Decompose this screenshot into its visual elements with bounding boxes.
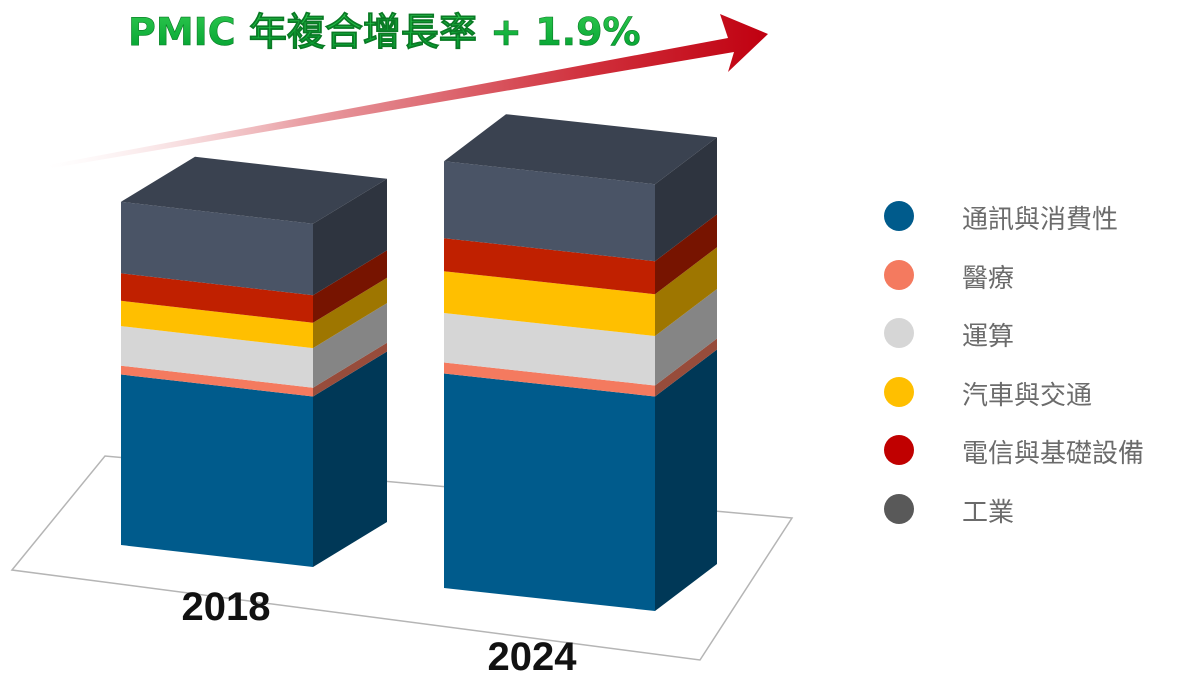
legend-item-automotive: 汽車與交通	[880, 371, 1180, 430]
x-tick-2018: 2018	[182, 585, 271, 629]
legend: 通訊與消費性 醫療 運算 汽車與交通 電信與基礎設備 工業	[880, 195, 1180, 546]
bar-2018-通訊與消費性-side	[313, 351, 387, 567]
bar-2018-通訊與消費性	[121, 374, 313, 567]
floor-plane	[10, 455, 794, 661]
legend-swatch	[884, 376, 914, 407]
legend-item-medical: 醫療	[880, 254, 1180, 313]
legend-swatch	[884, 435, 914, 465]
bar-2024-運算-side	[655, 289, 717, 386]
bar-2018-汽車與交通	[121, 300, 313, 349]
legend-label: 電信與基礎設備	[962, 439, 1145, 469]
bar-2024-醫療	[444, 362, 655, 397]
bar-2018-電信與基礎設備-side	[313, 250, 387, 323]
legend-item-computing: 運算	[880, 312, 1180, 371]
bar-2024-工業-side	[655, 137, 717, 262]
bar-2024-醫療-side	[655, 338, 717, 397]
bar-2024-運算	[444, 313, 655, 386]
legend-label: 汽車與交通	[962, 380, 1093, 411]
bar-2018-運算	[121, 326, 313, 388]
bar-2024-工業	[444, 161, 655, 262]
bar-2018-運算-side	[313, 303, 387, 388]
legend-swatch	[884, 318, 914, 348]
legend-item-industrial: 工業	[880, 488, 1180, 547]
chart-title: PMIC 年複合增長率 + 1.9%	[128, 10, 641, 54]
legend-label: 運算	[962, 322, 1015, 352]
legend-swatch	[884, 201, 914, 231]
bar-2024-汽車與交通-side	[655, 247, 717, 336]
bar-2024-通訊與消費性-side	[655, 349, 717, 611]
bar-2018-工業-side	[313, 178, 387, 296]
bar-2018-工業	[121, 201, 313, 296]
x-tick-2024: 2024	[488, 635, 578, 675]
bar-2024-通訊與消費性	[444, 373, 655, 611]
bar-2024-電信與基礎設備-side	[655, 214, 717, 295]
growth-arrow	[48, 14, 768, 168]
bar-2024-汽車與交通	[444, 271, 655, 336]
legend-label: 工業	[962, 497, 1015, 528]
legend-item-communications-consumer: 通訊與消費性	[880, 195, 1180, 254]
legend-swatch	[884, 493, 914, 524]
legend-label: 醫療	[962, 263, 1015, 294]
bar-2018-汽車與交通-side	[313, 277, 387, 349]
bar-2018-電信與基礎設備	[121, 273, 313, 323]
bar-2024-電信與基礎設備	[444, 238, 655, 295]
bars-group	[121, 114, 717, 611]
bar-2018-醫療-side	[313, 342, 387, 397]
legend-swatch	[884, 259, 914, 290]
legend-label: 通訊與消費性	[962, 205, 1119, 235]
bar-2024-top	[444, 114, 717, 185]
bar-2018-醫療	[121, 365, 313, 397]
bar-2018-top	[121, 156, 387, 224]
legend-item-telecom-infrastructure: 電信與基礎設備	[880, 429, 1180, 488]
